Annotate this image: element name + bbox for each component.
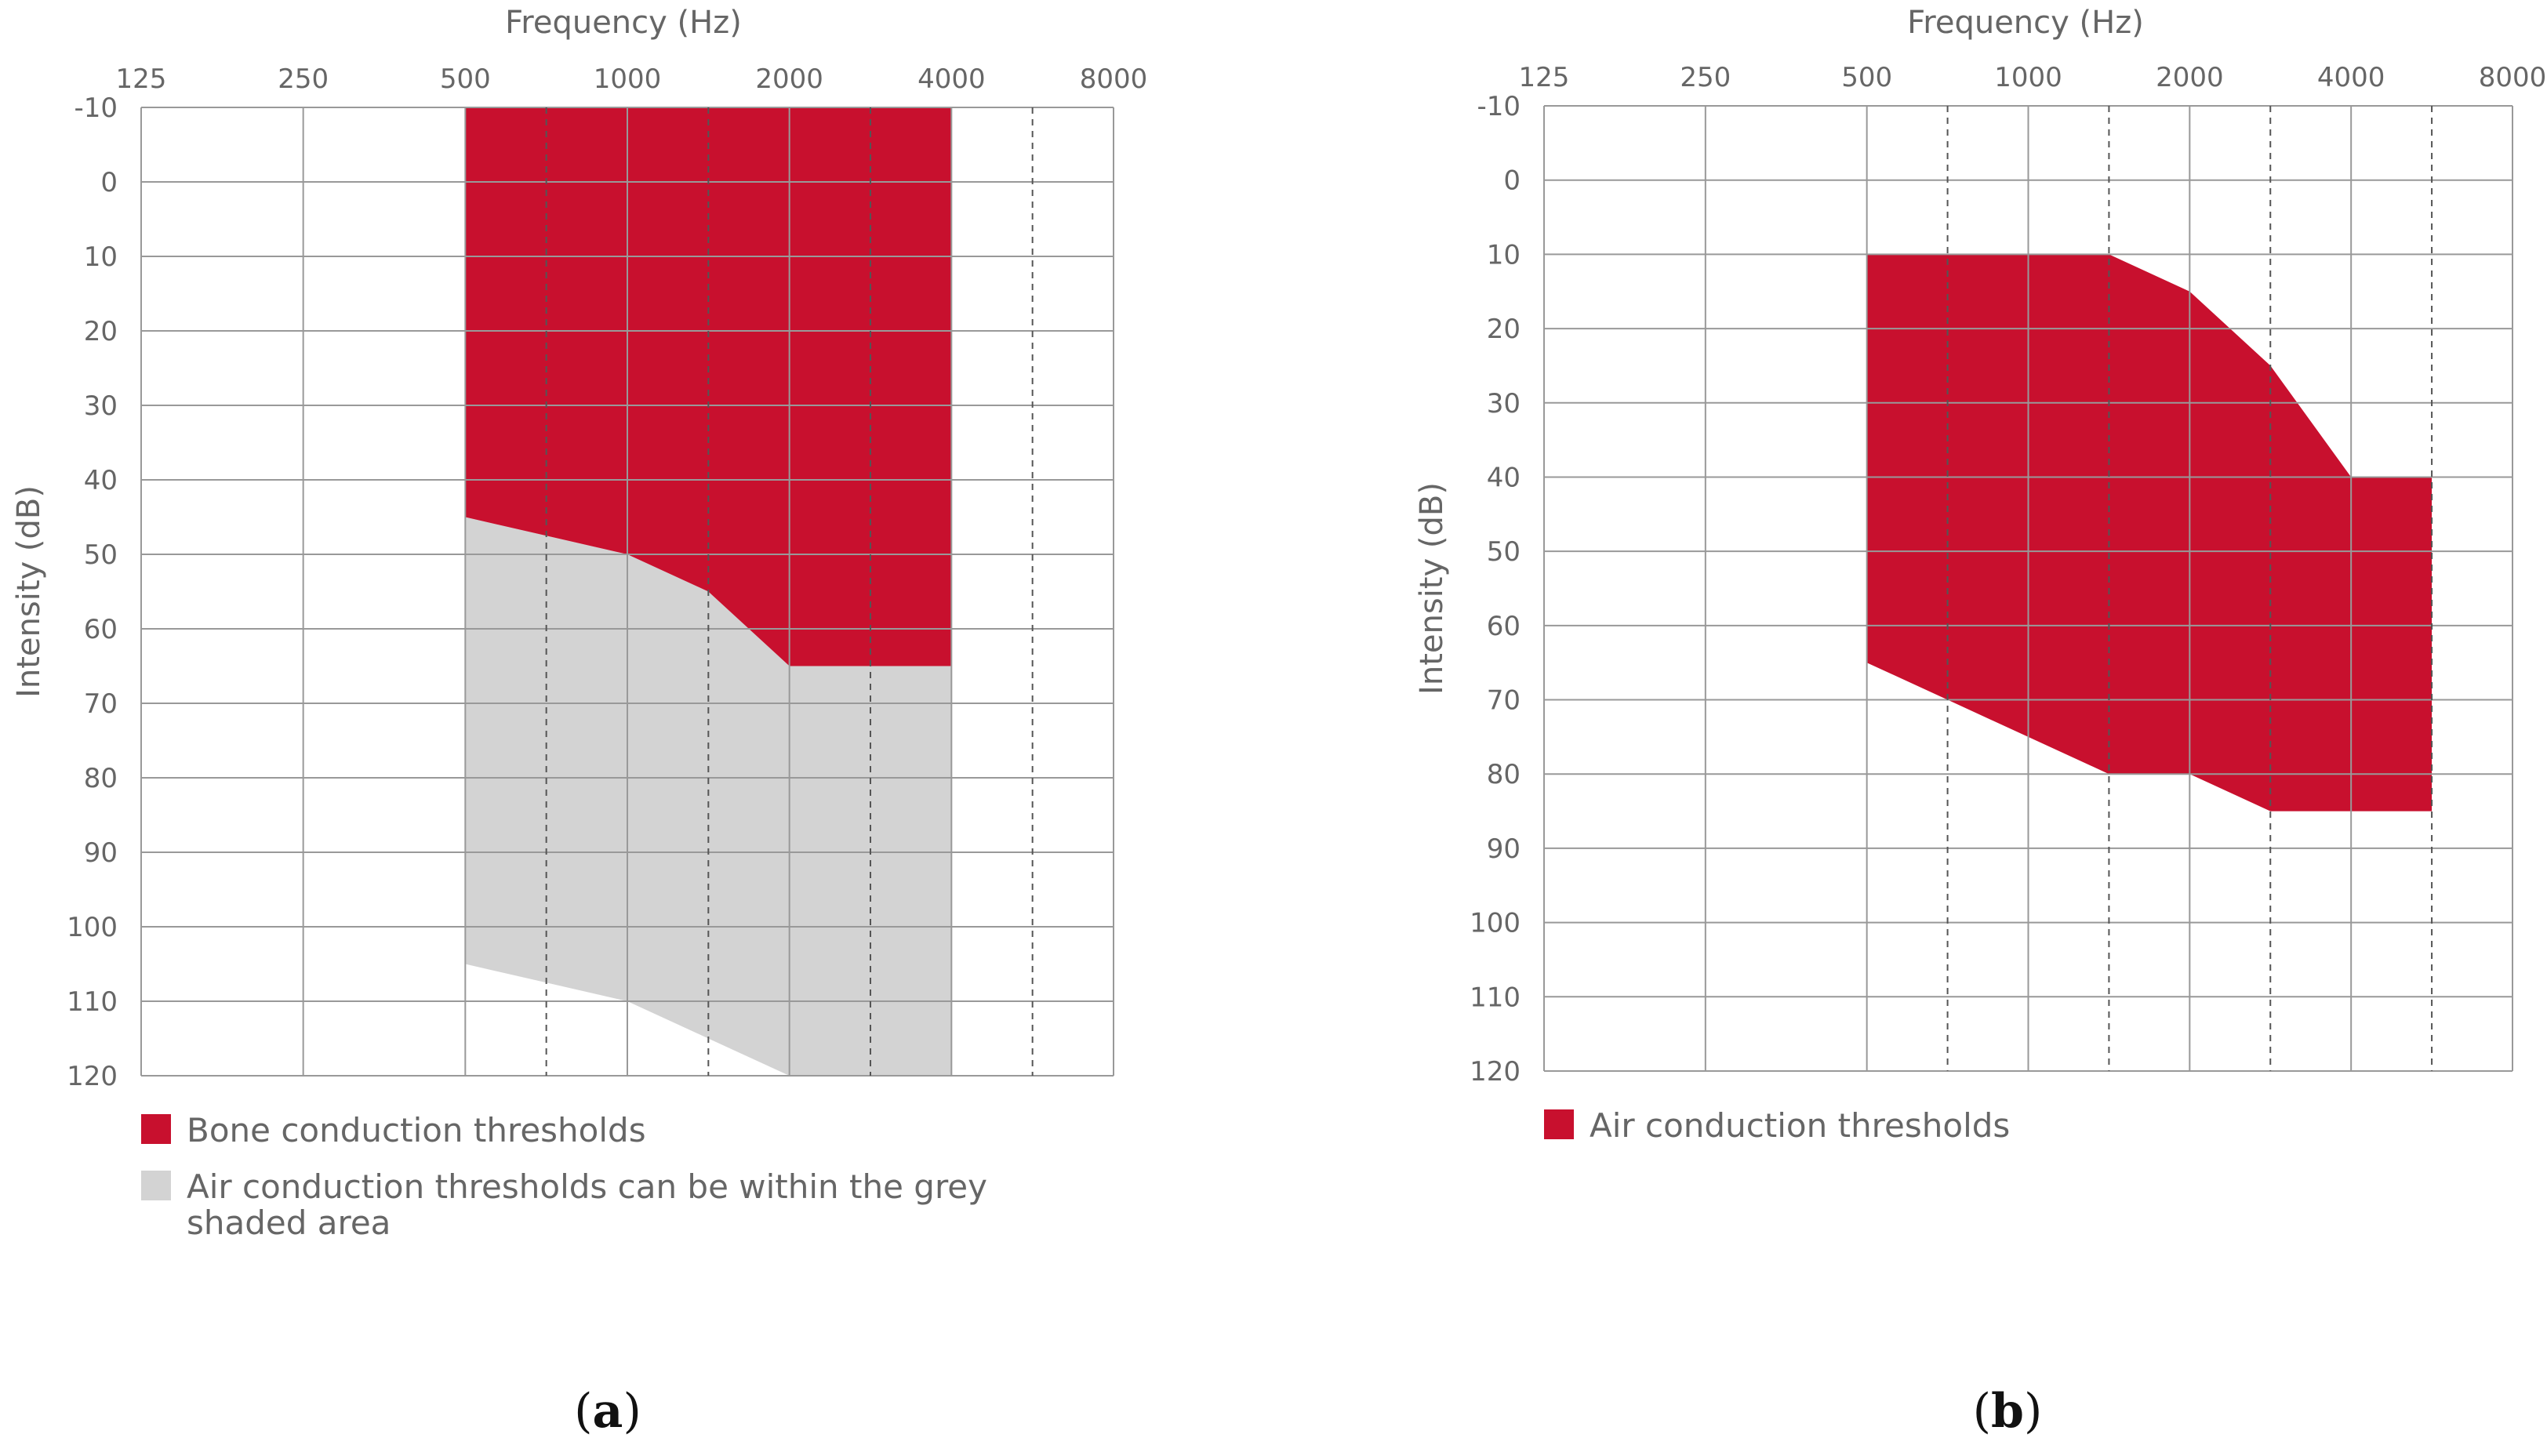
y-axis-title: Intensity (dB) bbox=[1414, 482, 1450, 695]
legend-swatch-red bbox=[141, 1114, 171, 1144]
x-tick-label: 4000 bbox=[2317, 62, 2385, 93]
x-tick-label: 8000 bbox=[2479, 62, 2547, 93]
legend-swatch-grey bbox=[141, 1171, 171, 1200]
legend-label: shaded area bbox=[187, 1204, 391, 1242]
y-tick-label: 100 bbox=[67, 912, 118, 943]
x-tick-label: 125 bbox=[1519, 62, 1570, 93]
x-tick-label: 250 bbox=[1680, 62, 1731, 93]
y-axis-title: Intensity (dB) bbox=[11, 485, 47, 698]
x-tick-label: 8000 bbox=[1080, 64, 1148, 95]
audiogram-chart-b: -10 0 10 20 30 40 50 60 70 80 90 100 110 120 125 250 500… bbox=[1414, 5, 2546, 1439]
x-tick-label: 250 bbox=[278, 64, 329, 95]
y-tick-label: 30 bbox=[1487, 388, 1521, 419]
x-axis-title: Frequency (Hz) bbox=[1907, 5, 2144, 41]
x-tick-label: 125 bbox=[116, 64, 167, 95]
x-tick-label: 2000 bbox=[755, 64, 823, 95]
y-tick-label: 110 bbox=[1470, 982, 1521, 1013]
y-tick-label: 70 bbox=[1487, 685, 1521, 717]
panel-label: (a) bbox=[574, 1384, 641, 1439]
legend-label: Air conduction thresholds can be within … bbox=[187, 1167, 987, 1206]
x-tick-label: 4000 bbox=[917, 64, 986, 95]
y-tick-label: 60 bbox=[84, 614, 118, 645]
y-tick-label: 70 bbox=[84, 688, 118, 720]
y-tick-label: 20 bbox=[84, 316, 118, 347]
panel-label-part: b bbox=[1991, 1384, 2024, 1439]
y-tick-label: 50 bbox=[1487, 536, 1521, 568]
y-tick-label: 40 bbox=[84, 465, 118, 496]
threshold-area-red-1 bbox=[465, 107, 952, 666]
y-tick-label: 40 bbox=[1487, 462, 1521, 493]
y-tick-label: 120 bbox=[1470, 1056, 1521, 1087]
y-tick-label: 80 bbox=[1487, 759, 1521, 790]
y-tick-label: -10 bbox=[1477, 91, 1521, 122]
x-tick-label: 1000 bbox=[1994, 62, 2062, 93]
legend-label: Bone conduction thresholds bbox=[187, 1111, 646, 1149]
y-tick-label: 80 bbox=[84, 763, 118, 794]
y-tick-label: 90 bbox=[84, 837, 118, 869]
y-tick-label: -10 bbox=[74, 93, 118, 124]
y-tick-label: 10 bbox=[1487, 239, 1521, 271]
legend-label: Air conduction thresholds bbox=[1590, 1106, 2010, 1145]
y-tick-label: 110 bbox=[67, 986, 118, 1018]
x-axis-title: Frequency (Hz) bbox=[505, 5, 742, 41]
y-tick-label: 30 bbox=[84, 390, 118, 422]
panel-label-part: ) bbox=[2024, 1384, 2042, 1439]
threshold-area-grey-0 bbox=[465, 517, 952, 1076]
panel-label-part: a bbox=[593, 1384, 623, 1439]
y-tick-label: 20 bbox=[1487, 314, 1521, 345]
threshold-area-red-0 bbox=[1866, 254, 2433, 812]
x-tick-label: 500 bbox=[1841, 62, 1892, 93]
x-tick-label: 1000 bbox=[594, 64, 662, 95]
x-tick-label: 2000 bbox=[2156, 62, 2224, 93]
audiogram-chart-a: -10 0 10 20 30 40 50 60 70 80 90 100 110 120 125 250 500… bbox=[11, 5, 1147, 1439]
panel-label: (b) bbox=[1973, 1384, 2043, 1439]
y-tick-label: 60 bbox=[1487, 611, 1521, 642]
y-tick-label: 10 bbox=[84, 241, 118, 273]
y-tick-label: 90 bbox=[1487, 833, 1521, 865]
x-tick-label: 500 bbox=[440, 64, 491, 95]
legend-swatch-red bbox=[1544, 1109, 1574, 1139]
panel-label-part: ) bbox=[623, 1384, 641, 1439]
y-tick-label: 120 bbox=[67, 1061, 118, 1092]
panel-label-part: ( bbox=[574, 1384, 592, 1439]
panel-label-part: ( bbox=[1973, 1384, 1991, 1439]
y-tick-label: 50 bbox=[84, 539, 118, 571]
y-tick-label: 0 bbox=[100, 167, 118, 198]
y-tick-label: 0 bbox=[1503, 165, 1521, 197]
y-tick-label: 100 bbox=[1470, 908, 1521, 939]
